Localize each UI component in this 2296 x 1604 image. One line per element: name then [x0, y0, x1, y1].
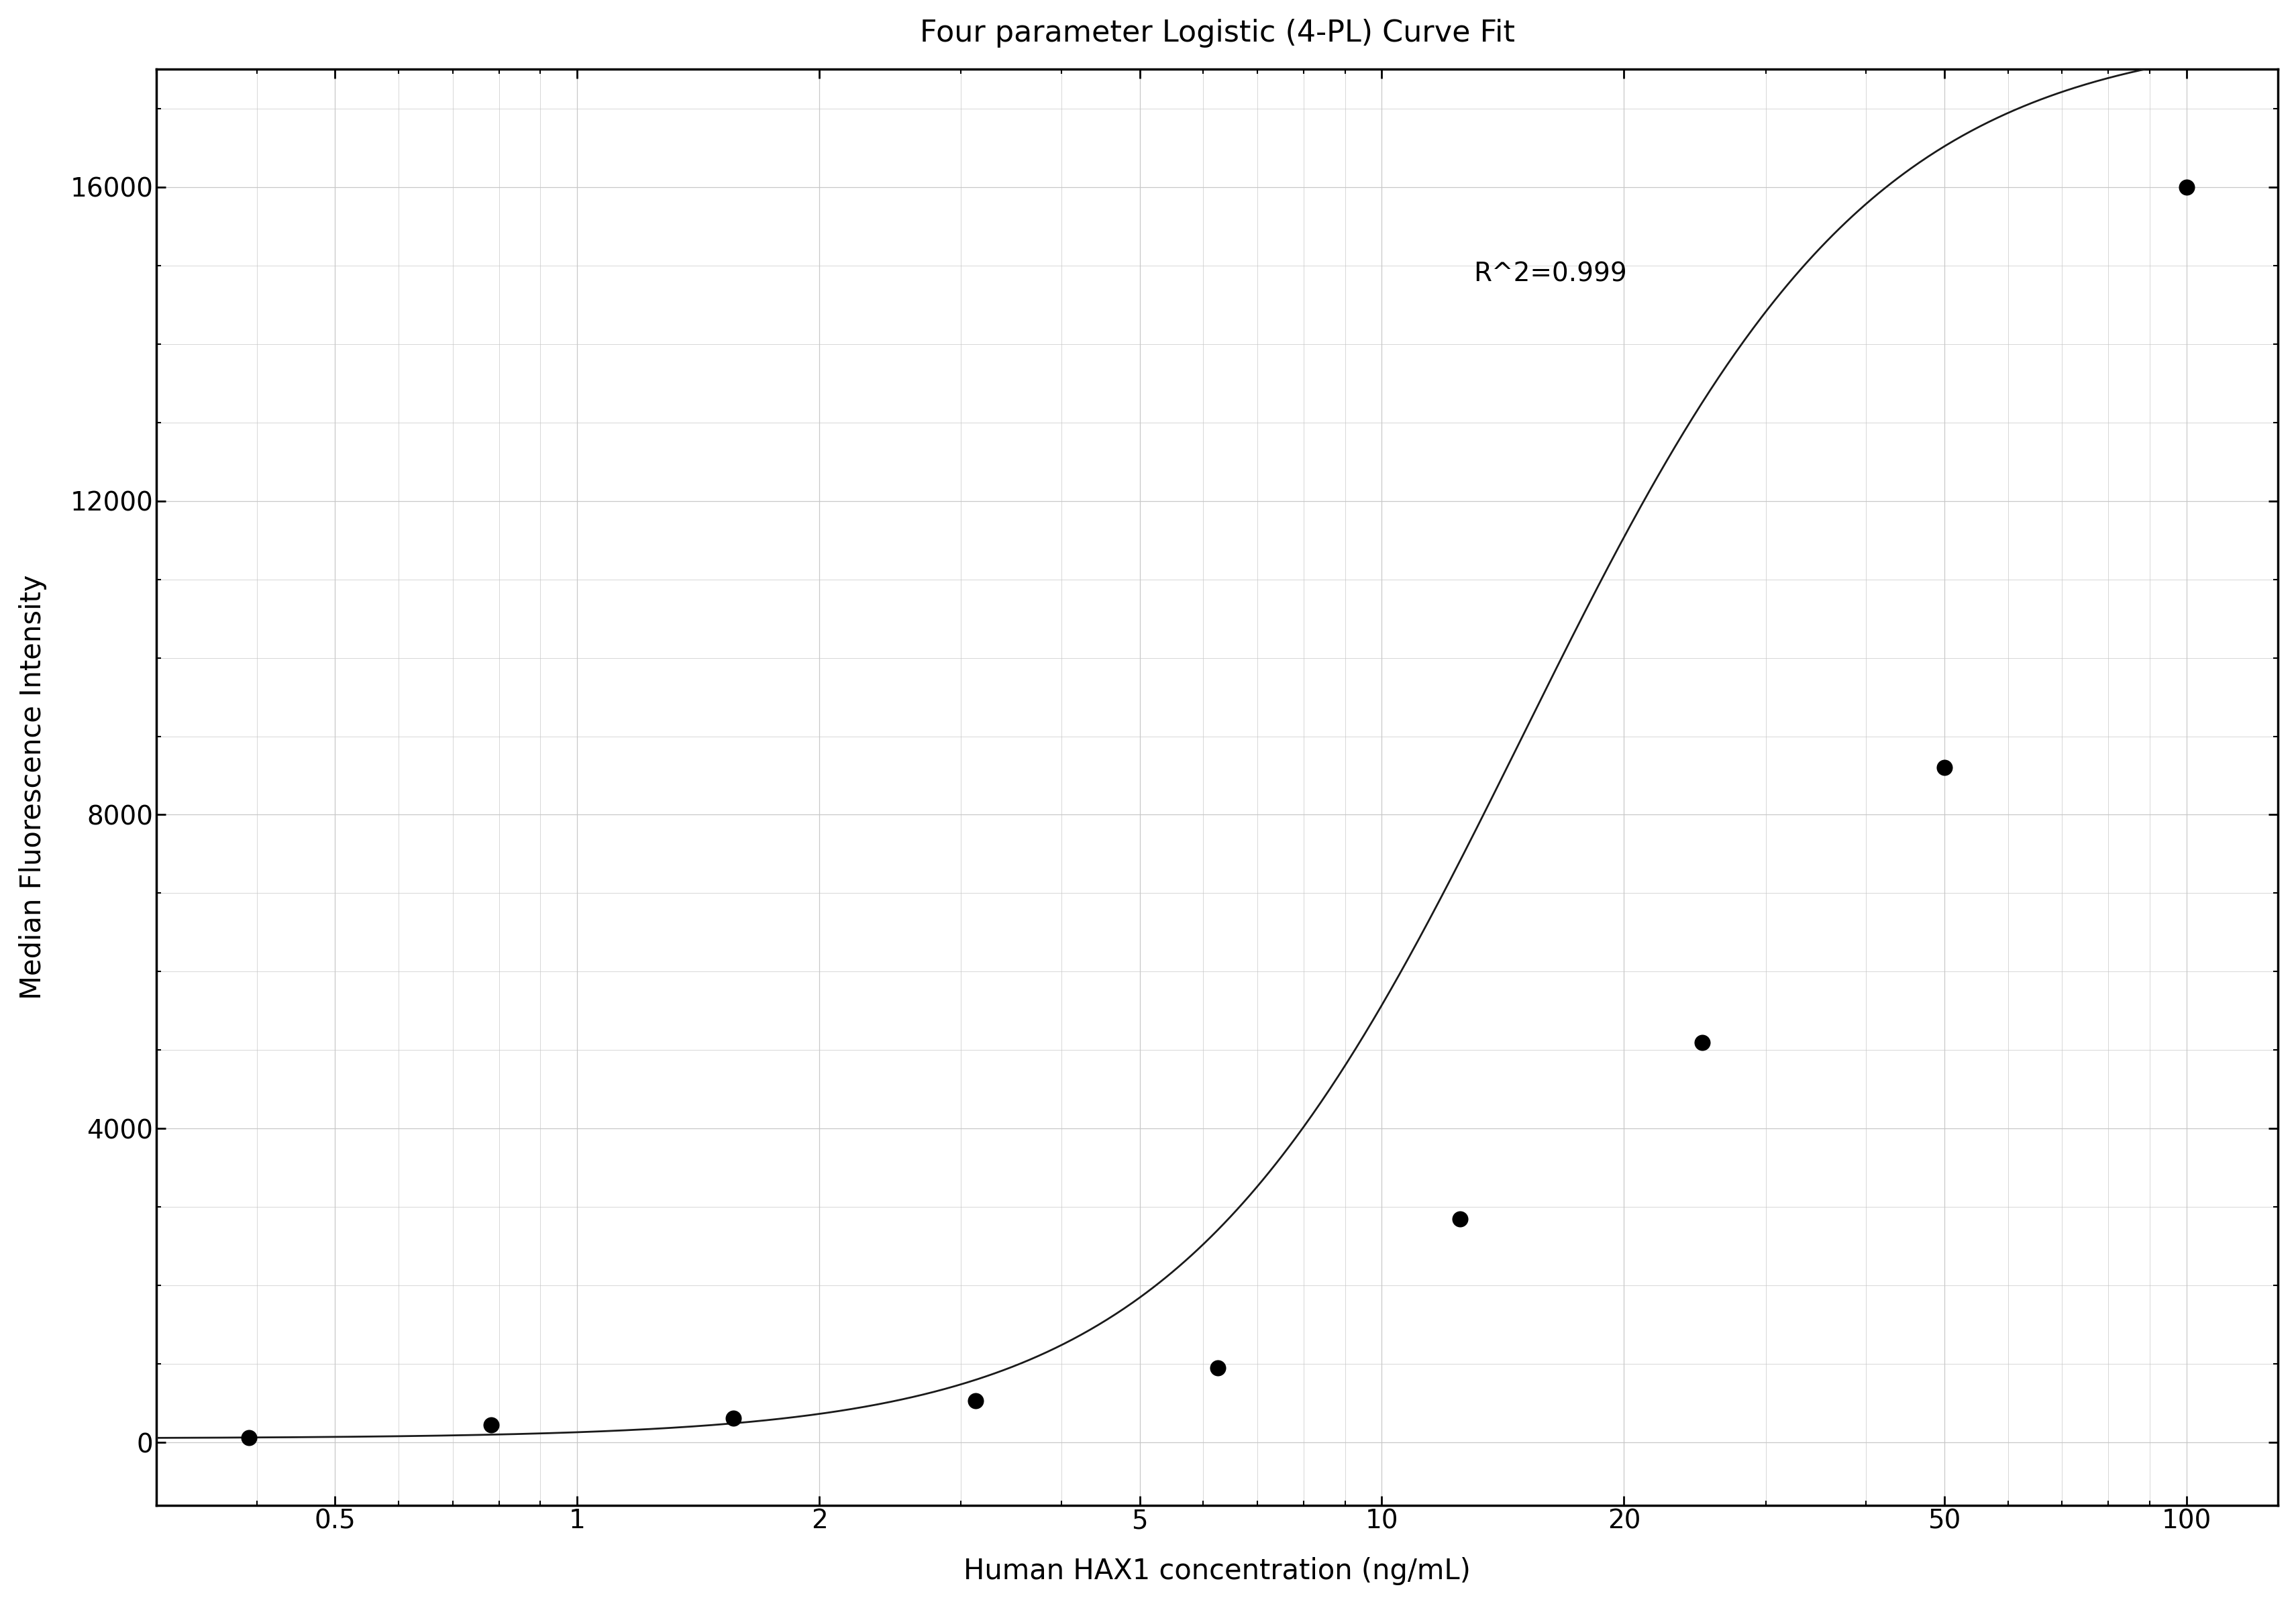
Point: [473, 1412, 510, 1437]
Point: [230, 1424, 266, 1450]
Point: [1926, 755, 1963, 781]
Title: Four parameter Logistic (4-PL) Curve Fit: Four parameter Logistic (4-PL) Curve Fit: [918, 19, 1515, 48]
Point: [2167, 175, 2204, 200]
X-axis label: Human HAX1 concentration (ng/mL): Human HAX1 concentration (ng/mL): [964, 1557, 1469, 1585]
Point: [1199, 1355, 1235, 1381]
Point: [1683, 1030, 1720, 1055]
Point: [714, 1405, 751, 1431]
Point: [1442, 1206, 1479, 1232]
Text: R^2=0.999: R^2=0.999: [1474, 261, 1626, 287]
Point: [957, 1387, 994, 1413]
Y-axis label: Median Fluorescence Intensity: Median Fluorescence Intensity: [18, 574, 46, 999]
